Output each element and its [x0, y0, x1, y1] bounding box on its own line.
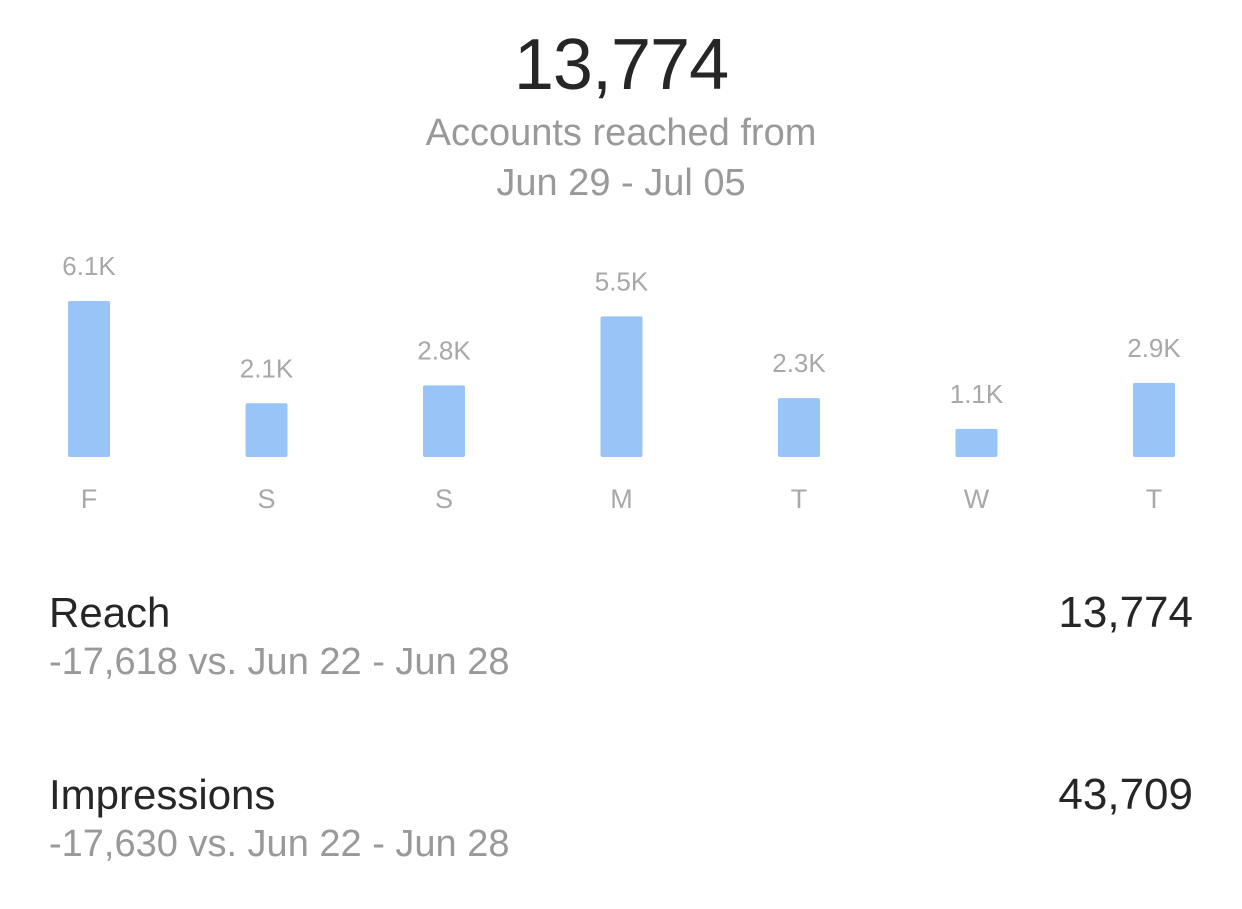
day-label-1: S	[257, 484, 275, 514]
total-accounts-reached: 13,774	[513, 25, 729, 105]
day-label-6: T	[1146, 484, 1163, 514]
bar-value-label-0: 6.1K	[62, 251, 116, 281]
bar-1[interactable]	[245, 403, 288, 457]
bar-5[interactable]	[955, 428, 998, 457]
bar-4[interactable]	[778, 398, 820, 457]
summary-date-range: Jun 29 - Jul 05	[496, 162, 746, 204]
day-label-2: S	[435, 484, 453, 514]
impressions-value: 43,709	[1058, 770, 1193, 819]
daily-reach-chart: 6.1K F 2.1K S 2.8K S 5.5K M 2.3K T 1.1K W 2.9K T	[0, 240, 1242, 530]
bar-value-label-3: 5.5K	[595, 266, 649, 296]
bar-3[interactable]	[600, 316, 643, 457]
bar-0[interactable]	[68, 301, 110, 457]
reach-value: 13,774	[1058, 588, 1193, 637]
day-label-5: W	[964, 484, 990, 514]
summary-label: Accounts reached from	[425, 112, 817, 154]
bar-2[interactable]	[423, 385, 465, 457]
bar-6[interactable]	[1133, 382, 1175, 457]
reach-summary: 13,774 Accounts reached from Jun 29 - Ju…	[0, 22, 1242, 208]
bar-value-label-1: 2.1K	[240, 353, 294, 383]
reach-row[interactable]: Reach 13,774 -17,618 vs. Jun 22 - Jun 28	[49, 588, 1193, 698]
bar-value-label-6: 2.9K	[1127, 333, 1181, 363]
day-label-4: T	[791, 484, 808, 514]
bar-value-label-2: 2.8K	[417, 335, 471, 365]
bar-value-label-4: 2.3K	[772, 348, 826, 378]
bar-value-label-5: 1.1K	[950, 379, 1004, 409]
day-label-0: F	[81, 484, 98, 514]
impressions-comparison: -17,630 vs. Jun 22 - Jun 28	[49, 823, 510, 865]
day-label-3: M	[610, 484, 633, 514]
impressions-label: Impressions	[49, 771, 276, 818]
reach-label: Reach	[49, 589, 171, 636]
reach-comparison: -17,618 vs. Jun 22 - Jun 28	[49, 641, 510, 683]
impressions-row[interactable]: Impressions 43,709 -17,630 vs. Jun 22 - …	[49, 770, 1193, 880]
